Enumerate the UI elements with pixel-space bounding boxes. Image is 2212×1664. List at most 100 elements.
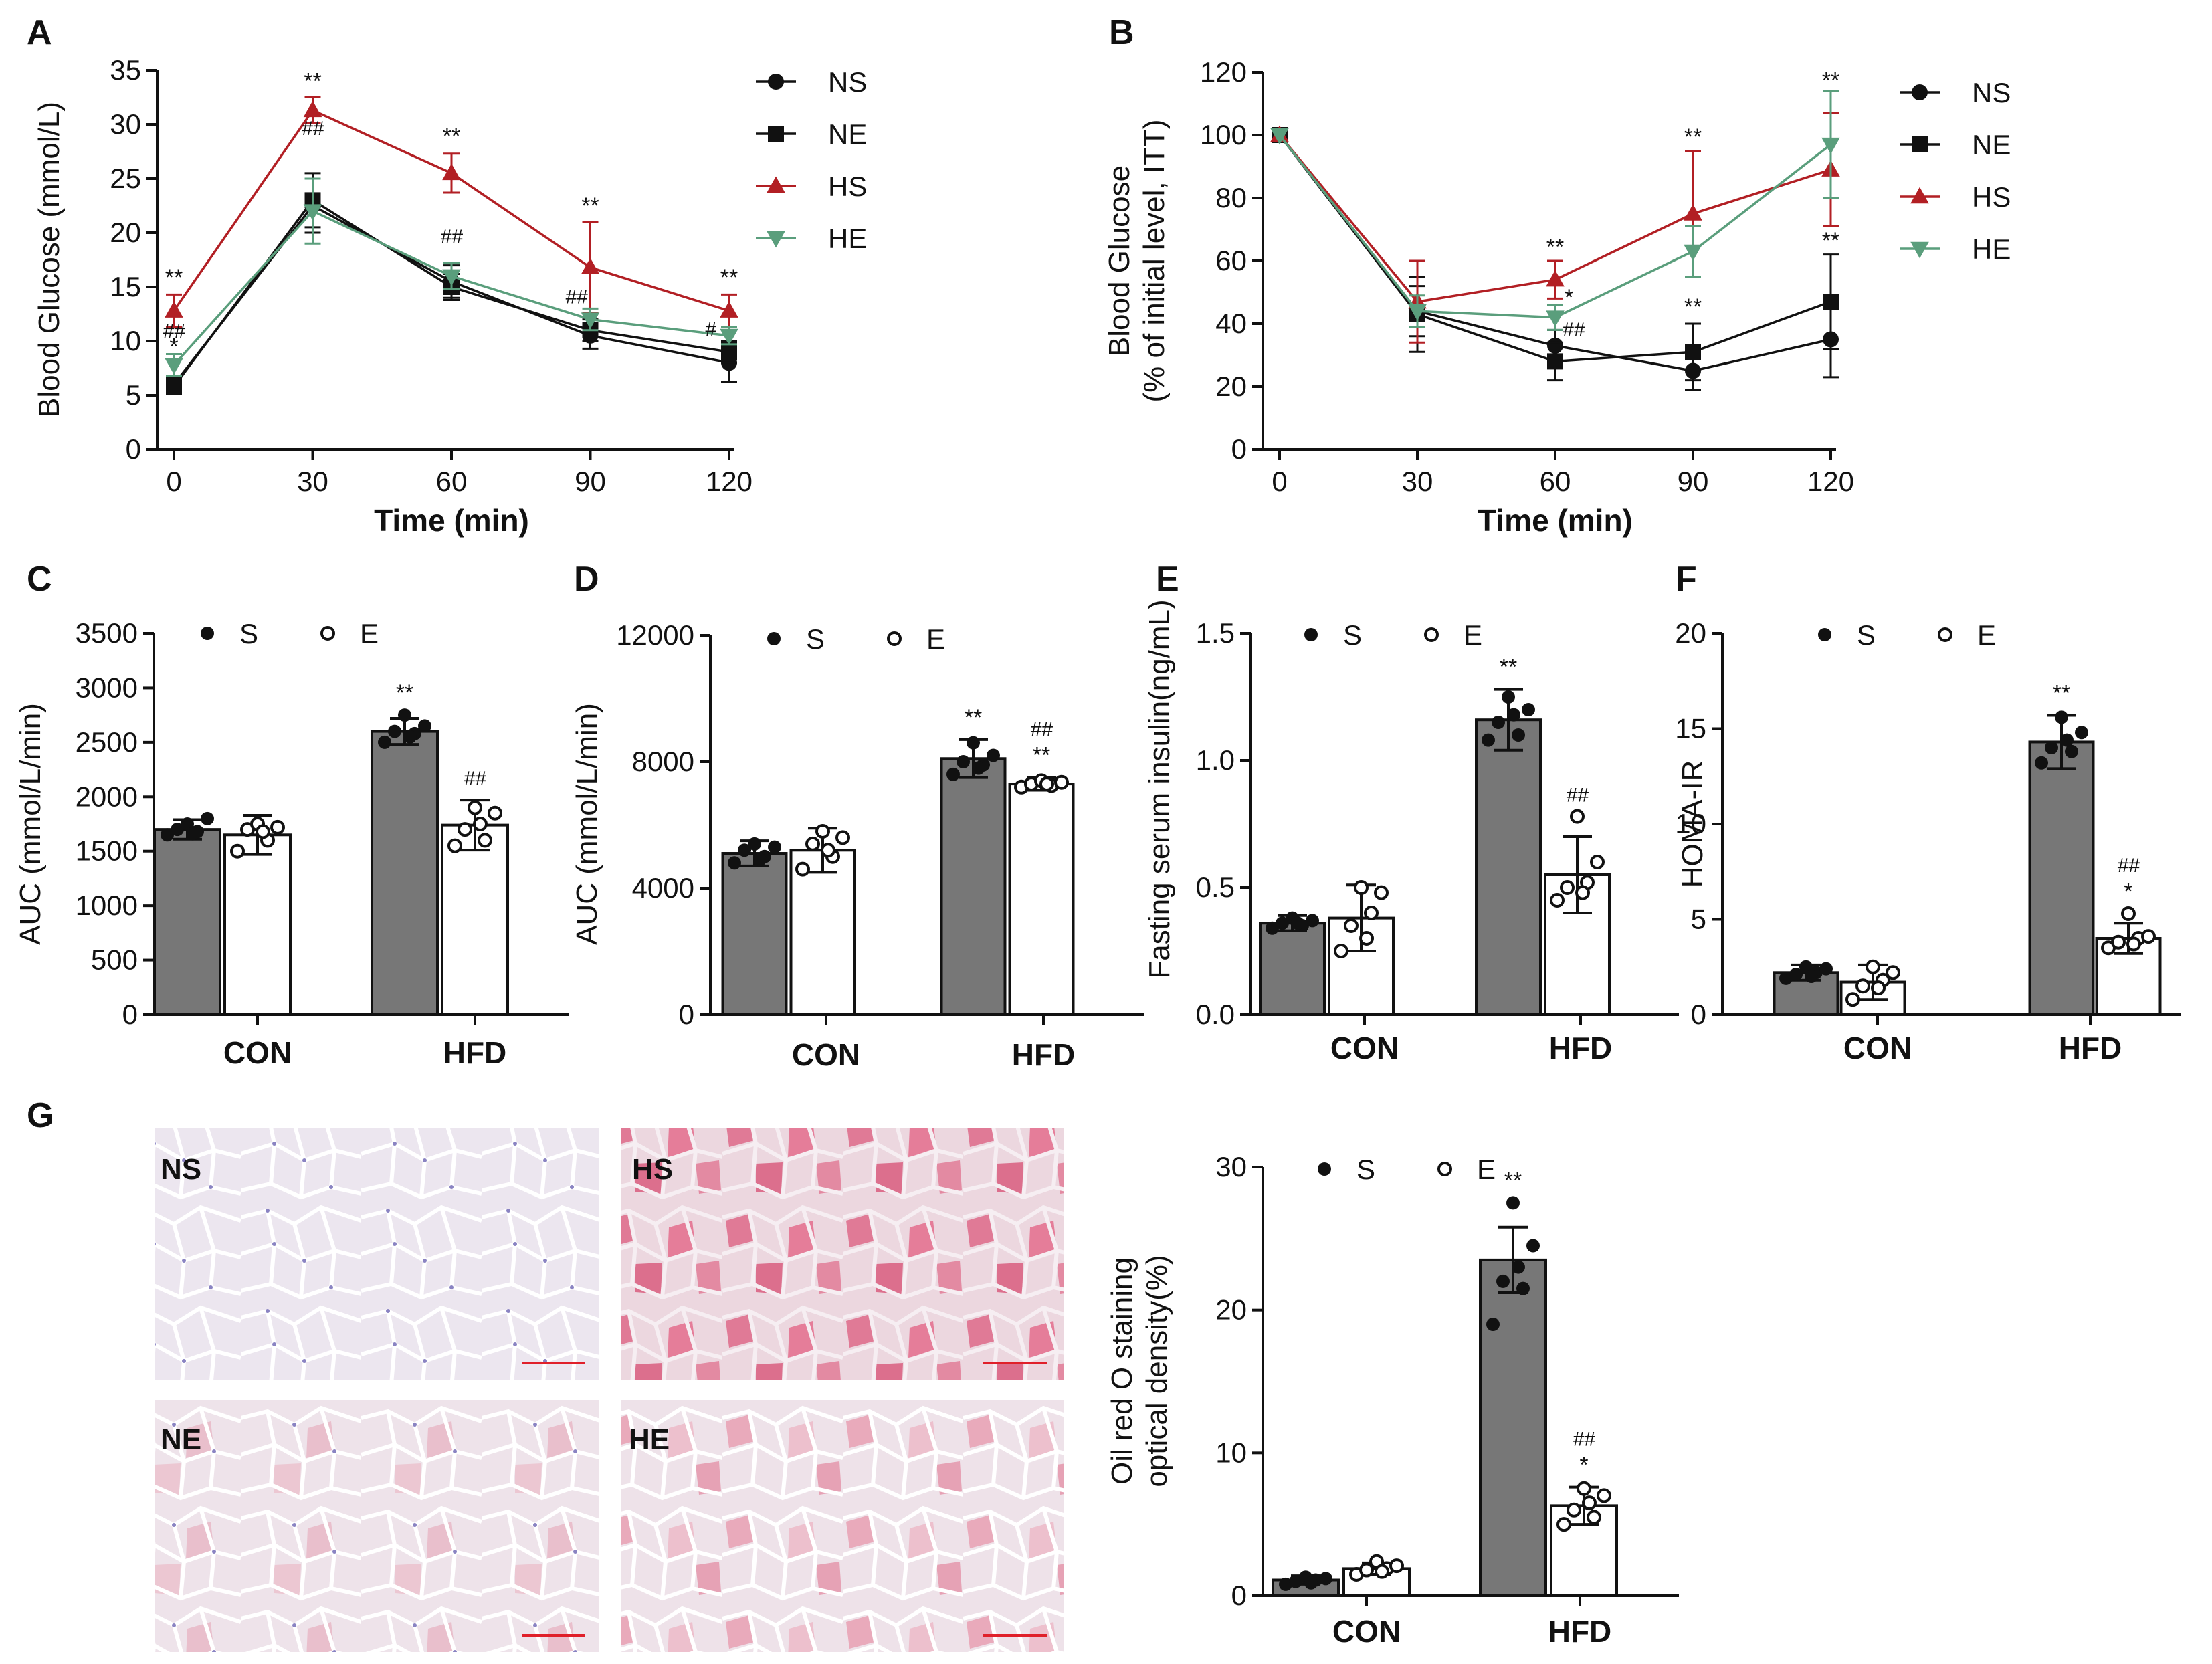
B-y-tick-label: 40 — [1215, 308, 1247, 339]
F-legend-label-S: S — [1857, 619, 1876, 651]
C-legend-marker-S — [201, 627, 214, 640]
A-point-HE — [165, 358, 183, 375]
G-data-point — [1516, 1281, 1530, 1295]
F-y-label: HOMA-IR — [1676, 760, 1709, 888]
B-legend-marker — [1910, 187, 1929, 204]
C-data-point — [161, 828, 174, 842]
G-significance: ** — [1504, 1168, 1522, 1193]
B-point-HE — [1270, 128, 1289, 145]
A-y-label: Blood Glucose (mmol/L) — [33, 102, 66, 417]
C-data-point — [378, 735, 391, 749]
F-data-point — [2141, 929, 2156, 944]
F-data-point — [1855, 978, 1870, 994]
C-y-tick-label: 2000 — [76, 781, 138, 812]
F-data-point — [2045, 741, 2058, 754]
E-data-point — [1354, 880, 1369, 895]
E-y-tick-label: 1.5 — [1196, 617, 1235, 649]
B-point-HS — [1684, 204, 1702, 221]
B-point-HE — [1408, 304, 1427, 321]
A-x-tick-label: 90 — [575, 465, 606, 497]
A-point-HS — [720, 301, 738, 318]
A-significance: ## — [302, 118, 324, 140]
C-data-point — [186, 827, 199, 841]
B-y-tick-label: 100 — [1200, 119, 1247, 150]
A-legend-marker — [768, 74, 784, 90]
G-category-label: HFD — [1548, 1614, 1612, 1649]
F-data-point — [1866, 959, 1880, 974]
G-data-point — [1526, 1239, 1540, 1253]
G-data-point — [1577, 1481, 1591, 1496]
panel-letter-f: F — [1676, 560, 1697, 599]
E-data-point — [1550, 893, 1565, 908]
micrograph-panel: NS HS NE HE — [155, 1128, 1064, 1652]
G-legend-marker-S — [1318, 1162, 1331, 1176]
G-bar-group-HFD-S — [1479, 1196, 1547, 1597]
E-data-point — [1344, 918, 1359, 933]
D-legend-label-S: S — [806, 623, 825, 655]
A-point-HS — [581, 257, 600, 275]
F-significance: ** — [2053, 681, 2070, 706]
E-data-point — [1492, 716, 1505, 729]
G-y-tick-label: 0 — [1231, 1580, 1247, 1611]
panel-letter-a: A — [27, 13, 52, 52]
micrograph-label-ns: NS — [161, 1153, 201, 1186]
E-y-label: Fasting serum insulin(ng/mL) — [1143, 599, 1176, 978]
D-data-point — [815, 823, 830, 839]
panel-letter-d: D — [574, 560, 599, 599]
A-point-HS — [303, 100, 322, 118]
D-y-tick-label: 4000 — [632, 872, 694, 904]
E-bar-group-CON-E — [1328, 880, 1395, 1016]
A-x-label: Time (min) — [374, 503, 529, 538]
C-data-point — [478, 833, 492, 848]
A-point-HE — [720, 328, 738, 346]
F-data-point — [1819, 962, 1833, 976]
G-data-point — [1496, 1274, 1510, 1288]
D-data-point — [972, 761, 985, 775]
A-legend-label: HS — [828, 171, 867, 202]
A-point-NE — [721, 344, 737, 360]
A-legend-label: NS — [828, 66, 867, 98]
D-data-point — [738, 843, 751, 857]
micrograph-hs — [621, 1128, 1064, 1380]
F-legend-label-E: E — [1977, 619, 1996, 651]
C-data-point — [256, 824, 270, 839]
G-category-label: CON — [1332, 1614, 1401, 1649]
A-significance: ** — [581, 193, 599, 219]
B-legend-item-HE: HE — [1900, 233, 2011, 265]
D-data-point — [1039, 776, 1054, 792]
C-y-tick-label: 500 — [91, 944, 138, 976]
A-y-tick-label: 35 — [110, 54, 141, 86]
A-series-HE — [165, 177, 738, 377]
G-data-point — [1556, 1517, 1571, 1532]
E-data-point — [1334, 944, 1348, 958]
D-y-tick-label: 8000 — [632, 746, 694, 777]
F-y-tick-label: 20 — [1675, 617, 1706, 649]
G-data-point — [1567, 1502, 1581, 1518]
A-legend-label: HE — [828, 223, 867, 254]
B-legend-item-NE: NE — [1900, 129, 2011, 161]
F-significance: * — [2124, 879, 2132, 904]
C-data-point — [403, 730, 417, 744]
panel-letter-b: B — [1109, 13, 1134, 52]
F-data-point — [2060, 733, 2074, 747]
D-significance: ** — [965, 705, 982, 730]
A-x-tick-label: 30 — [297, 465, 328, 497]
C-data-point — [388, 724, 401, 738]
B-significance: ** — [1684, 294, 1702, 320]
D-data-point — [835, 830, 850, 845]
C-y-tick-label: 3500 — [76, 617, 138, 649]
B-legend-marker — [1910, 241, 1929, 259]
C-bar-S — [371, 730, 439, 1016]
C-data-point — [468, 800, 482, 815]
A-legend-marker — [767, 176, 785, 193]
G-data-point — [1512, 1260, 1525, 1274]
G-y-label-2: optical density(%) — [1140, 1255, 1173, 1487]
D-significance: ** — [1033, 743, 1050, 768]
F-bar-group-HFD-E — [2095, 906, 2162, 1016]
C-y-tick-label: 0 — [122, 999, 138, 1030]
B-point-HE — [1684, 244, 1702, 262]
A-x-tick-label: 60 — [436, 465, 468, 497]
E-data-point — [1560, 880, 1575, 895]
C-bar-group-HFD-E — [441, 799, 509, 1016]
